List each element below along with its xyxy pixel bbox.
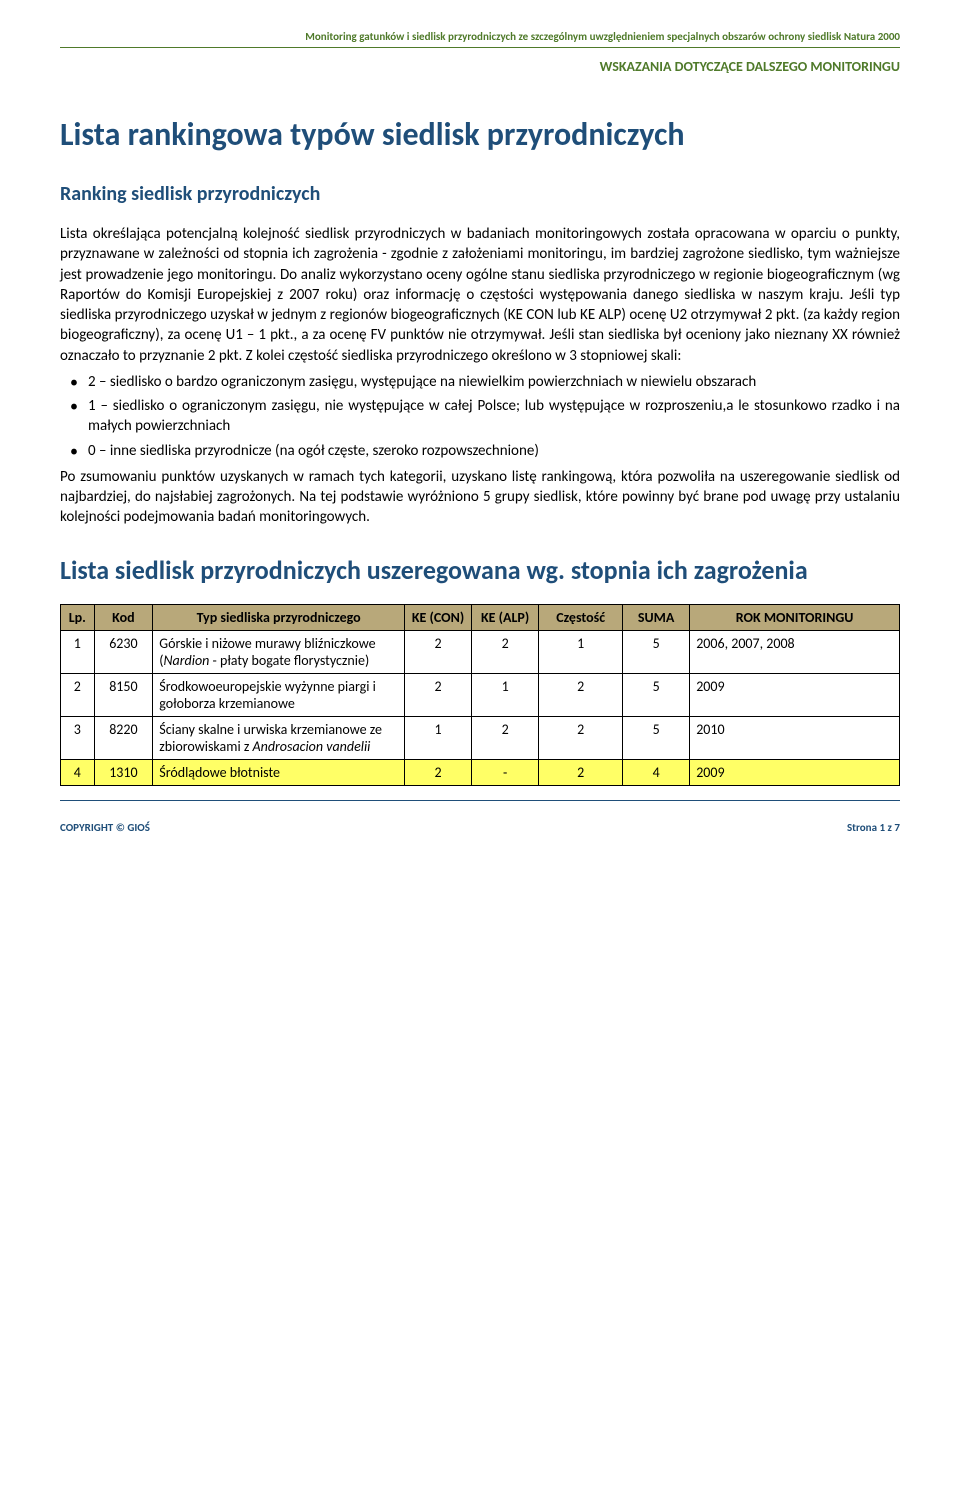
table-header-cell: KE (CON) bbox=[404, 605, 471, 631]
table-header-cell: ROK MONITORINGU bbox=[690, 605, 900, 631]
summary-paragraph: Po zsumowaniu punktów uzyskanych w ramac… bbox=[60, 467, 900, 528]
latin-name: Nardion bbox=[164, 652, 210, 669]
table-cell: 5 bbox=[623, 674, 690, 717]
table-title: Lista siedlisk przyrodniczych uszeregowa… bbox=[60, 554, 900, 587]
table-cell: 6230 bbox=[94, 631, 153, 674]
table-cell: 2 bbox=[404, 631, 471, 674]
latin-name: Androsacion vandelii bbox=[253, 738, 371, 755]
header-rule bbox=[60, 47, 900, 48]
bullet-item: 0 – inne siedliska przyrodnicze (na ogół… bbox=[88, 441, 900, 461]
footer-rule bbox=[60, 800, 900, 801]
table-cell: Środkowoeuropejskie wyżynne piargi i goł… bbox=[153, 674, 405, 717]
table-body: 16230Górskie i niżowe murawy bliźniczkow… bbox=[61, 631, 900, 786]
table-row: 38220Ściany skalne i urwiska krzemianowe… bbox=[61, 717, 900, 760]
habitat-ranking-table: Lp.KodTyp siedliska przyrodniczegoKE (CO… bbox=[60, 604, 900, 786]
table-cell: 2 bbox=[404, 674, 471, 717]
page-number: Strona 1 z 7 bbox=[847, 821, 900, 834]
table-cell: Ściany skalne i urwiska krzemianowe ze z… bbox=[153, 717, 405, 760]
section-subtitle: Ranking siedlisk przyrodniczych bbox=[60, 182, 900, 206]
table-row: 41310Śródlądowe błotniste2-242009 bbox=[61, 760, 900, 786]
table-header-row: Lp.KodTyp siedliska przyrodniczegoKE (CO… bbox=[61, 605, 900, 631]
table-cell: 4 bbox=[61, 760, 95, 786]
table-header-cell: Lp. bbox=[61, 605, 95, 631]
table-cell: 1310 bbox=[94, 760, 153, 786]
table-cell: 2 bbox=[472, 717, 539, 760]
table-cell: 2 bbox=[61, 674, 95, 717]
table-cell: 2010 bbox=[690, 717, 900, 760]
table-cell: 1 bbox=[472, 674, 539, 717]
table-cell: Górskie i niżowe murawy bliźniczkowe (Na… bbox=[153, 631, 405, 674]
document-header-sub: WSKAZANIA DOTYCZĄCE DALSZEGO MONITORINGU bbox=[60, 58, 900, 75]
table-header-cell: Kod bbox=[94, 605, 153, 631]
table-cell: 2009 bbox=[690, 674, 900, 717]
copyright-text: COPYRIGHT © GIOŚ bbox=[60, 821, 150, 834]
table-cell: 4 bbox=[623, 760, 690, 786]
table-row: 16230Górskie i niżowe murawy bliźniczkow… bbox=[61, 631, 900, 674]
table-header-cell: Częstość bbox=[539, 605, 623, 631]
table-cell: 8150 bbox=[94, 674, 153, 717]
table-cell: 2 bbox=[404, 760, 471, 786]
table-header-cell: Typ siedliska przyrodniczego bbox=[153, 605, 405, 631]
table-cell: Śródlądowe błotniste bbox=[153, 760, 405, 786]
table-cell: 2 bbox=[539, 760, 623, 786]
table-cell: - bbox=[472, 760, 539, 786]
table-cell: 1 bbox=[539, 631, 623, 674]
main-title: Lista rankingowa typów siedlisk przyrodn… bbox=[60, 115, 900, 154]
table-cell: 2 bbox=[472, 631, 539, 674]
table-row: 28150Środkowoeuropejskie wyżynne piargi … bbox=[61, 674, 900, 717]
table-cell: 2 bbox=[539, 674, 623, 717]
table-cell: 2 bbox=[539, 717, 623, 760]
scale-bullet-list: 2 – siedlisko o bardzo ograniczonym zasi… bbox=[60, 372, 900, 461]
table-header-cell: KE (ALP) bbox=[472, 605, 539, 631]
table-cell: 5 bbox=[623, 631, 690, 674]
table-cell: 1 bbox=[404, 717, 471, 760]
table-cell: 5 bbox=[623, 717, 690, 760]
table-cell: 3 bbox=[61, 717, 95, 760]
table-cell: 2009 bbox=[690, 760, 900, 786]
page-footer: COPYRIGHT © GIOŚ Strona 1 z 7 bbox=[60, 821, 900, 834]
intro-paragraph: Lista określająca potencjalną kolejność … bbox=[60, 224, 900, 366]
bullet-item: 1 – siedlisko o ograniczonym zasięgu, ni… bbox=[88, 396, 900, 437]
table-cell: 1 bbox=[61, 631, 95, 674]
table-header-cell: SUMA bbox=[623, 605, 690, 631]
table-cell: 2006, 2007, 2008 bbox=[690, 631, 900, 674]
table-cell: 8220 bbox=[94, 717, 153, 760]
document-header-top: Monitoring gatunków i siedlisk przyrodni… bbox=[60, 30, 900, 43]
bullet-item: 2 – siedlisko o bardzo ograniczonym zasi… bbox=[88, 372, 900, 392]
